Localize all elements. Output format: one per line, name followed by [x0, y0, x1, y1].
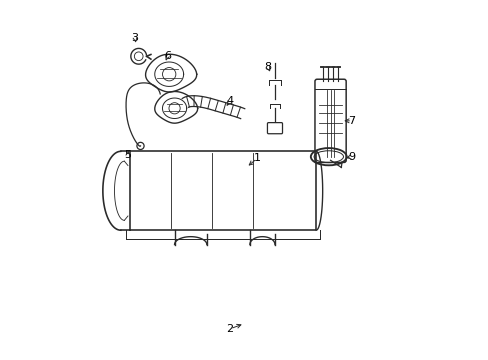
Text: 9: 9: [348, 152, 355, 162]
Text: 6: 6: [163, 51, 170, 61]
Text: 7: 7: [348, 116, 355, 126]
Text: 1: 1: [253, 153, 260, 163]
Text: 8: 8: [264, 62, 271, 72]
Text: 5: 5: [124, 150, 131, 160]
Text: 2: 2: [226, 324, 233, 334]
Text: 4: 4: [226, 96, 233, 106]
Text: 3: 3: [131, 33, 138, 43]
